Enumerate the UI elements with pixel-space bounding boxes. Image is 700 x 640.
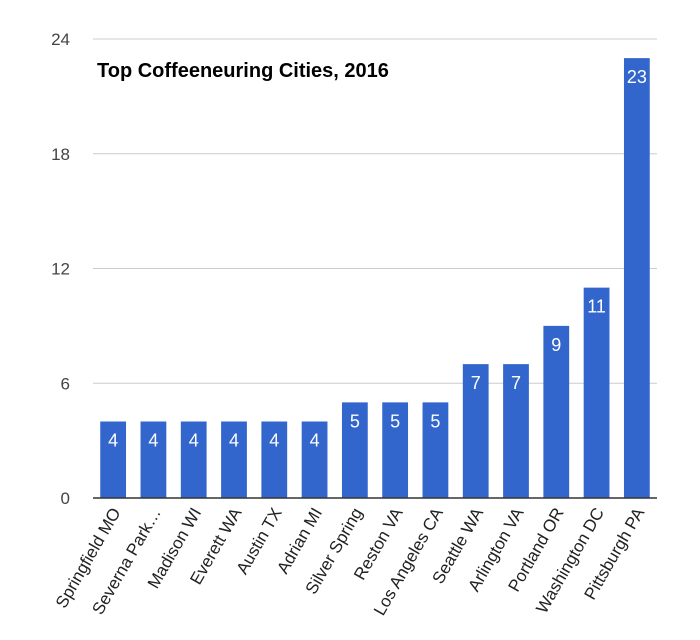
data-label: 7 (511, 373, 521, 393)
bar (221, 421, 247, 498)
data-label: 5 (390, 411, 400, 431)
bar (623, 58, 650, 498)
bar (261, 421, 288, 498)
y-tick-label: 18 (51, 145, 70, 164)
bar (100, 421, 127, 498)
bar (180, 421, 207, 498)
bar (462, 364, 489, 498)
y-tick-label: 0 (61, 489, 70, 508)
y-tick-label: 6 (61, 374, 70, 393)
data-label: 4 (108, 431, 118, 451)
bar (140, 421, 167, 498)
chart-title: Top Coffeeneuring Cities, 2016 (97, 60, 389, 82)
data-label: 4 (189, 431, 199, 451)
data-label: 4 (229, 431, 239, 451)
data-label: 5 (350, 411, 360, 431)
data-label: 4 (148, 431, 158, 451)
y-tick-label: 24 (51, 30, 70, 49)
data-label: 4 (310, 431, 320, 451)
bar (341, 402, 368, 498)
bar (382, 402, 409, 498)
bar (503, 364, 529, 498)
data-label: 11 (587, 297, 606, 317)
data-label: 23 (627, 67, 647, 87)
data-label: 7 (471, 373, 481, 393)
data-label: 9 (551, 335, 561, 355)
data-label: 4 (269, 431, 279, 451)
bar (422, 402, 449, 498)
data-label: 5 (430, 411, 440, 431)
bar (543, 325, 570, 498)
bar (301, 421, 328, 498)
y-tick-label: 12 (51, 260, 70, 279)
bar (583, 287, 610, 498)
